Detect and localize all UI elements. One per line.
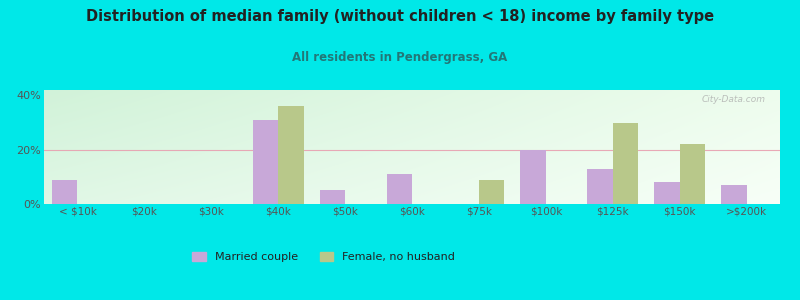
Bar	[587, 169, 613, 204]
Bar	[613, 123, 638, 204]
Bar	[479, 180, 504, 204]
Bar	[721, 185, 746, 204]
Bar	[654, 182, 680, 204]
Bar	[253, 120, 278, 204]
Bar	[680, 144, 705, 204]
Bar	[52, 180, 78, 204]
Text: Distribution of median family (without children < 18) income by family type: Distribution of median family (without c…	[86, 9, 714, 24]
Legend: Married couple, Female, no husband: Married couple, Female, no husband	[188, 248, 459, 267]
Bar	[320, 190, 345, 204]
Text: City-Data.com: City-Data.com	[702, 94, 766, 103]
Bar	[278, 106, 304, 204]
Text: All residents in Pendergrass, GA: All residents in Pendergrass, GA	[292, 51, 508, 64]
Bar	[386, 174, 412, 204]
Bar	[520, 150, 546, 204]
